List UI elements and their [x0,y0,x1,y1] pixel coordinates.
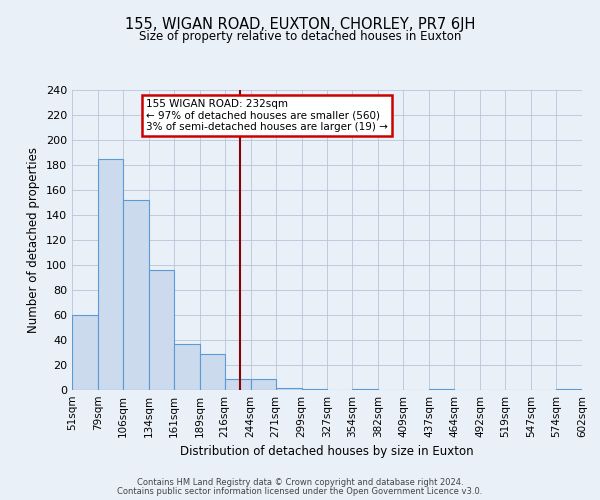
Bar [200,354,225,390]
Bar [429,389,454,390]
Y-axis label: Number of detached properties: Number of detached properties [28,147,40,333]
Bar [251,379,275,390]
Bar [123,200,149,390]
Bar [98,159,123,390]
Text: 155 WIGAN ROAD: 232sqm
← 97% of detached houses are smaller (560)
3% of semi-det: 155 WIGAN ROAD: 232sqm ← 97% of detached… [146,99,388,132]
Text: Contains HM Land Registry data © Crown copyright and database right 2024.: Contains HM Land Registry data © Crown c… [137,478,463,487]
Bar [225,379,251,390]
Text: Size of property relative to detached houses in Euxton: Size of property relative to detached ho… [139,30,461,43]
Bar [556,389,582,390]
X-axis label: Distribution of detached houses by size in Euxton: Distribution of detached houses by size … [180,446,474,458]
Bar [174,344,200,390]
Bar [352,389,379,390]
Bar [302,389,328,390]
Text: Contains public sector information licensed under the Open Government Licence v3: Contains public sector information licen… [118,487,482,496]
Bar [149,270,174,390]
Bar [275,388,302,390]
Bar [72,315,98,390]
Text: 155, WIGAN ROAD, EUXTON, CHORLEY, PR7 6JH: 155, WIGAN ROAD, EUXTON, CHORLEY, PR7 6J… [125,18,475,32]
